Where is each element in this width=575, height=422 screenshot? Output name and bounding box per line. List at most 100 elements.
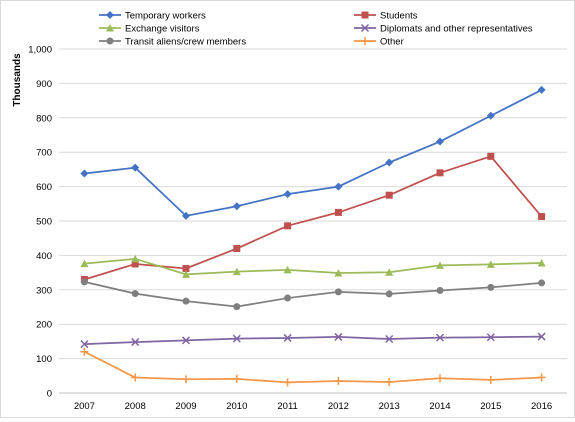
y-tick-label: 300 xyxy=(36,285,52,296)
data-point xyxy=(283,333,292,342)
y-tick-label: 700 xyxy=(36,148,52,159)
data-point xyxy=(486,375,495,384)
data-point xyxy=(283,378,292,387)
legend-marker xyxy=(106,37,114,45)
series-line xyxy=(84,281,542,308)
series-line xyxy=(84,89,542,217)
legend-entry-diplomats-and-other-representatives: Diplomats and other representatives xyxy=(354,24,533,35)
data-point xyxy=(385,268,394,276)
data-point xyxy=(284,222,292,230)
data-point xyxy=(182,270,190,278)
data-point xyxy=(80,259,89,268)
x-tick-label: 2011 xyxy=(277,401,297,412)
legend-label: Exchange visitors xyxy=(125,24,200,35)
y-tick-label: 900 xyxy=(36,79,52,90)
y-tick-label: 100 xyxy=(36,354,52,365)
y-tick-label: 0 xyxy=(47,389,52,400)
series-other xyxy=(80,347,546,387)
series-transit-aliens-crew-members xyxy=(80,278,546,311)
data-point xyxy=(436,374,444,383)
data-point xyxy=(537,373,546,382)
x-tick-label: 2009 xyxy=(175,401,196,412)
data-point xyxy=(487,283,495,291)
data-point xyxy=(182,264,190,272)
series-exchange-visitors xyxy=(80,254,546,278)
legend: Temporary workers Students Exchange visito… xyxy=(99,11,533,48)
data-point xyxy=(537,258,546,267)
x-tick-label: 2007 xyxy=(74,401,95,412)
data-point xyxy=(385,191,393,199)
series-line xyxy=(84,335,542,346)
legend-label: Transit aliens/crew members xyxy=(125,37,246,48)
y-tick-label: 200 xyxy=(36,320,52,331)
data-point xyxy=(385,158,394,167)
y-tick-label: 1,000 xyxy=(28,45,52,56)
data-point xyxy=(334,332,343,341)
data-point xyxy=(131,254,140,263)
x-axis-tick-labels: 2007 2008 2009 2010 2011 2012 2013 2014 2015 2016 xyxy=(74,401,552,412)
data-point xyxy=(538,279,546,287)
data-point xyxy=(334,288,342,296)
data-point xyxy=(334,208,342,216)
data-point xyxy=(283,190,292,199)
legend-entry-exchange-visitors: Exchange visitors xyxy=(99,24,200,35)
data-point xyxy=(436,137,444,146)
legend-label: Other xyxy=(380,37,404,48)
legend-label: Students xyxy=(380,11,418,22)
data-point xyxy=(334,376,343,385)
legend-entry-transit-aliens-crew-members: Transit aliens/crew members xyxy=(99,37,246,48)
legend-marker xyxy=(360,23,370,33)
data-point xyxy=(182,297,190,305)
data-point xyxy=(232,202,241,211)
data-point xyxy=(334,268,343,277)
x-tick-label: 2015 xyxy=(480,401,501,412)
y-tick-label: 400 xyxy=(36,251,52,262)
series-line xyxy=(84,257,542,276)
legend-label: Temporary workers xyxy=(125,11,206,22)
data-point xyxy=(385,334,394,344)
data-point xyxy=(232,267,241,276)
y-axis-label: Thousands xyxy=(12,53,23,107)
data-point xyxy=(435,333,445,342)
data-point xyxy=(385,377,394,386)
data-point xyxy=(486,111,495,120)
data-point xyxy=(80,169,89,178)
data-point xyxy=(284,294,292,302)
y-tick-label: 500 xyxy=(36,217,52,228)
y-tick-label: 800 xyxy=(36,113,52,124)
data-point xyxy=(283,265,292,274)
data-point xyxy=(80,347,89,356)
data-point xyxy=(131,260,139,268)
x-tick-label: 2014 xyxy=(429,401,450,412)
gridlines xyxy=(59,48,567,394)
data-point xyxy=(436,261,444,269)
data-point xyxy=(182,211,190,220)
data-point xyxy=(486,333,495,342)
data-point xyxy=(486,260,495,268)
x-tick-label: 2012 xyxy=(328,401,349,412)
legend-entry-students: Students xyxy=(354,11,418,22)
x-tick-label: 2010 xyxy=(226,401,247,412)
data-point xyxy=(131,373,140,382)
data-point xyxy=(80,340,89,349)
legend-entry-other: Other xyxy=(354,37,404,48)
data-point xyxy=(487,152,495,160)
data-point xyxy=(334,182,343,191)
series-line xyxy=(84,155,543,281)
data-point xyxy=(131,290,139,298)
y-axis-tick-labels: 0 100 200 300 400 500 600 700 800 900 1,000 xyxy=(28,45,52,400)
data-point xyxy=(537,85,546,94)
data-point xyxy=(181,336,191,345)
data-point xyxy=(537,332,546,341)
data-point xyxy=(80,278,88,286)
data-point xyxy=(232,374,241,383)
data-point xyxy=(131,338,140,347)
data-point xyxy=(131,163,140,172)
y-tick-label: 600 xyxy=(36,182,52,193)
series-layer xyxy=(80,85,546,387)
data-point xyxy=(538,213,546,221)
data-point xyxy=(233,245,241,253)
x-tick-label: 2013 xyxy=(379,401,400,412)
